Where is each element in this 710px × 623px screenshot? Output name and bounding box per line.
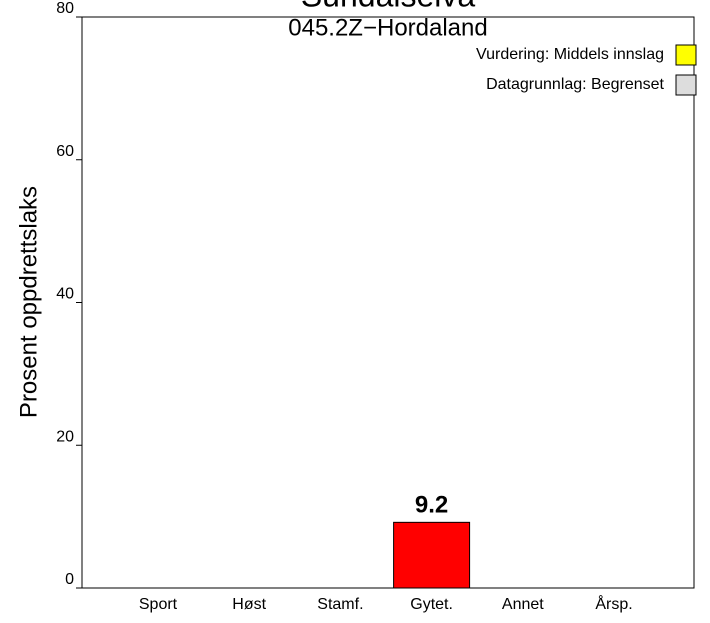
x-tick-label: Gytet. (410, 596, 453, 613)
y-tick-label: 20 (56, 428, 74, 445)
x-tick-label: Annet (502, 596, 544, 613)
chart-subtitle: 045.2Z−Hordaland (288, 14, 487, 41)
y-axis-label: Prosent oppdrettslaks (15, 186, 42, 418)
y-tick-label: 40 (56, 286, 74, 303)
x-tick-label: Høst (232, 596, 266, 613)
x-tick-label: Stamf. (317, 596, 363, 613)
y-tick-label: 0 (65, 571, 74, 588)
chart-title: Sundalselva (301, 0, 476, 13)
plot-frame (81, 16, 695, 589)
legend-label: Vurdering: Middels innslag (476, 46, 664, 63)
y-tick-label: 80 (56, 0, 74, 17)
value-label: 9.2 (415, 492, 448, 519)
legend-swatch (675, 74, 697, 96)
legend-label: Datagrunnlag: Begrenset (486, 76, 664, 93)
y-tick-label: 60 (56, 143, 74, 160)
legend-swatch (675, 44, 697, 66)
bar (393, 521, 471, 589)
x-tick-label: Årsp. (595, 594, 632, 613)
x-tick-label: Sport (139, 596, 178, 613)
